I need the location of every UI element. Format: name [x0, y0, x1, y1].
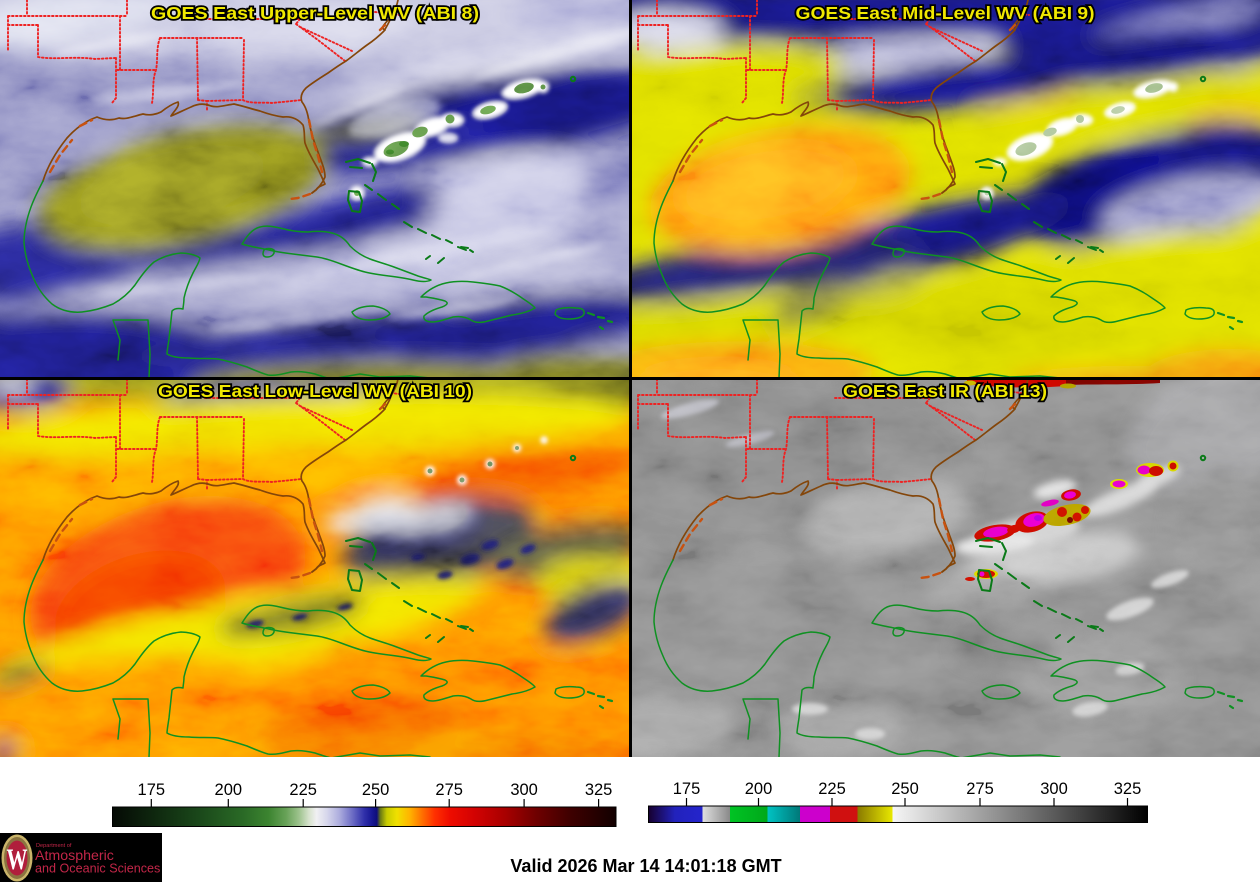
svg-text:250: 250 — [362, 781, 390, 799]
svg-text:225: 225 — [289, 781, 317, 799]
svg-text:200: 200 — [215, 781, 243, 799]
svg-text:and Oceanic Sciences: and Oceanic Sciences — [35, 862, 160, 876]
svg-text:325: 325 — [585, 781, 613, 799]
svg-text:GOES East Low-Level WV (ABI 10: GOES East Low-Level WV (ABI 10) — [158, 381, 472, 401]
svg-text:275: 275 — [966, 780, 994, 798]
svg-text:250: 250 — [891, 780, 919, 798]
svg-text:175: 175 — [138, 781, 166, 799]
svg-text:300: 300 — [1040, 780, 1068, 798]
svg-text:300: 300 — [510, 781, 538, 799]
svg-text:W: W — [7, 843, 28, 876]
svg-text:GOES East IR (ABI 13): GOES East IR (ABI 13) — [843, 381, 1047, 401]
svg-text:325: 325 — [1114, 780, 1142, 798]
svg-text:Department of: Department of — [36, 843, 72, 849]
svg-text:GOES East Mid-Level WV (ABI 9): GOES East Mid-Level WV (ABI 9) — [796, 3, 1095, 23]
svg-text:GOES East Upper-Level WV (ABI: GOES East Upper-Level WV (ABI 8) — [151, 3, 479, 23]
svg-text:Atmospheric: Atmospheric — [35, 848, 114, 864]
svg-text:275: 275 — [435, 781, 463, 799]
svg-text:175: 175 — [673, 780, 701, 798]
svg-text:Valid 2026 Mar 14 14:01:18 GMT: Valid 2026 Mar 14 14:01:18 GMT — [510, 856, 781, 876]
svg-text:225: 225 — [818, 780, 846, 798]
svg-text:200: 200 — [745, 780, 773, 798]
